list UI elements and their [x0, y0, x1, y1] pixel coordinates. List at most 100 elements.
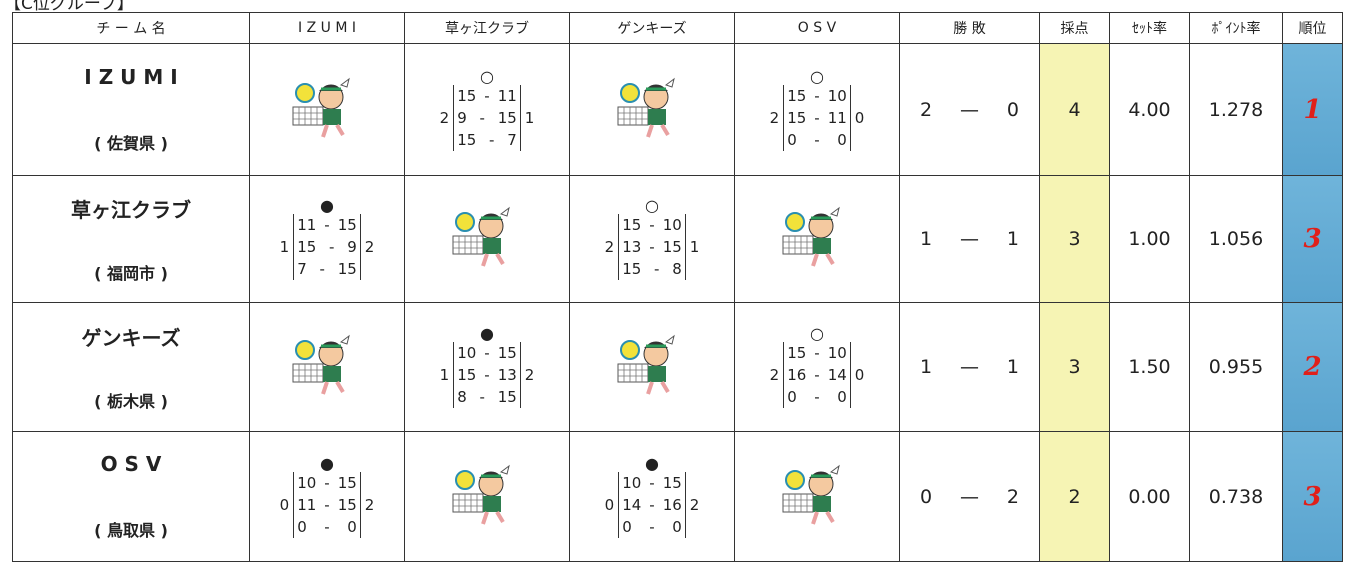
header-cell: 勝 敗 — [900, 12, 1040, 44]
score-own: 15 — [787, 86, 807, 105]
score-opp: 0 — [347, 517, 357, 536]
score-own: 11 — [297, 495, 317, 514]
score-own: 8 — [457, 388, 467, 406]
score-opp: 15 — [497, 108, 517, 127]
set-score: 0-0 — [622, 516, 682, 538]
win-loss-cell: 2 — 0 — [900, 44, 1040, 176]
points-cell: 2 — [1040, 432, 1110, 562]
wl-separator: — — [960, 356, 979, 378]
score-separator: - — [814, 366, 820, 384]
set-scores: 15-10 15-11 0-0 — [783, 84, 851, 151]
header-cell: ゲンキーズ — [570, 12, 735, 44]
score-opp: 7 — [507, 130, 517, 149]
set-scores: 15-10 16-14 0-0 — [783, 342, 851, 408]
team-name: 草ヶ江クラブ — [71, 198, 191, 223]
set-scores: 15-10 13-15 15-8 — [618, 214, 686, 280]
win-loss-cell: 0 — 2 — [900, 432, 1040, 562]
point-rate-cell: 0.955 — [1190, 303, 1283, 432]
set-rate-cell: 1.00 — [1110, 176, 1190, 303]
mascot — [782, 464, 840, 525]
points: 3 — [1068, 228, 1081, 250]
set-score: 15-11 — [787, 107, 847, 129]
team-name: I Z U M I — [84, 64, 178, 89]
team-cell: 草ヶ江クラブ ( 福岡市 ) — [12, 176, 250, 303]
set-score: 9-15 — [457, 107, 517, 129]
wl-separator: — — [960, 228, 979, 250]
score-separator: - — [649, 473, 655, 492]
sets-lost: 2 — [364, 495, 375, 514]
score-separator: - — [814, 344, 820, 362]
score-separator: - — [484, 366, 490, 384]
match-cell: ○ 2 15-11 9-15 15-7 1 — [405, 44, 570, 176]
score-opp: 0 — [837, 130, 847, 149]
header-text: 草ヶ江クラブ — [445, 21, 529, 37]
match-result: ○ — [480, 66, 494, 86]
mascot-cell — [570, 44, 735, 176]
set-scores: 10-15 14-16 0-0 — [618, 471, 686, 538]
mascot — [617, 334, 675, 395]
header-cell: ｾｯﾄ率 — [1110, 12, 1190, 44]
header-text: ｾｯﾄ率 — [1132, 21, 1167, 37]
set-score: 8-15 — [457, 386, 517, 408]
score-separator: - — [319, 260, 325, 278]
score-separator: - — [814, 86, 820, 105]
score-own: 7 — [297, 260, 307, 278]
set-score: 15-11 — [457, 85, 517, 107]
point-rate: 0.955 — [1208, 356, 1264, 378]
score-separator: - — [649, 495, 655, 514]
losses: 1 — [1006, 356, 1019, 378]
score-opp: 14 — [827, 366, 847, 384]
score-own: 15 — [457, 130, 477, 149]
score-own: 15 — [457, 86, 477, 105]
mascot — [782, 206, 840, 267]
score-opp: 15 — [497, 388, 517, 406]
score-opp: 10 — [827, 86, 847, 105]
win-loss-cell: 1 — 1 — [900, 303, 1040, 432]
score-own: 0 — [787, 130, 797, 149]
score-opp: 8 — [672, 260, 682, 278]
score-separator: - — [324, 473, 330, 492]
score-opp: 15 — [662, 238, 682, 256]
wl-separator: — — [960, 485, 979, 508]
set-scores: 10-15 11-15 0-0 — [293, 471, 361, 538]
set-score: 11-15 — [297, 214, 357, 236]
team-cell: O S V ( 鳥取県 ) — [12, 432, 250, 562]
header-text: I Z U M I — [298, 20, 356, 36]
set-rate: 0.00 — [1128, 485, 1171, 508]
score-opp: 15 — [337, 260, 357, 278]
set-score: 13-15 — [622, 236, 682, 258]
points: 2 — [1068, 485, 1081, 508]
rank-cell: 2 — [1283, 303, 1343, 432]
point-rate-cell: 0.738 — [1190, 432, 1283, 562]
set-score: 0-0 — [787, 129, 847, 151]
team-region: ( 栃木県 ) — [94, 392, 168, 412]
point-rate: 1.056 — [1208, 228, 1264, 250]
wins: 2 — [920, 98, 933, 121]
score-separator: - — [329, 238, 335, 256]
score-own: 15 — [297, 238, 317, 256]
score-own: 11 — [297, 216, 317, 234]
set-score: 10-15 — [622, 472, 682, 494]
match-cell: ○ 2 15-10 15-11 0-0 0 — [735, 44, 900, 176]
group-title: 【C位グループ】 — [4, 0, 134, 14]
rank: 3 — [1303, 481, 1322, 512]
score-opp: 0 — [837, 388, 847, 406]
score-separator: - — [324, 517, 330, 536]
score-opp: 10 — [827, 344, 847, 362]
set-score: 16-14 — [787, 364, 847, 386]
header-cell: チ ー ム 名 — [12, 12, 250, 44]
losses: 0 — [1006, 98, 1019, 121]
set-rate: 1.00 — [1128, 228, 1171, 250]
score-separator: - — [649, 216, 655, 234]
sets-lost: 1 — [524, 108, 535, 127]
score-own: 13 — [622, 238, 642, 256]
rank-cell: 1 — [1283, 44, 1343, 176]
team-region: ( 福岡市 ) — [94, 263, 168, 283]
mascot — [617, 77, 675, 138]
score-separator: - — [479, 388, 485, 406]
sets-won: 2 — [439, 108, 450, 127]
set-score: 10-15 — [297, 472, 357, 494]
match-result: ○ — [810, 66, 824, 86]
mascot — [292, 77, 350, 138]
